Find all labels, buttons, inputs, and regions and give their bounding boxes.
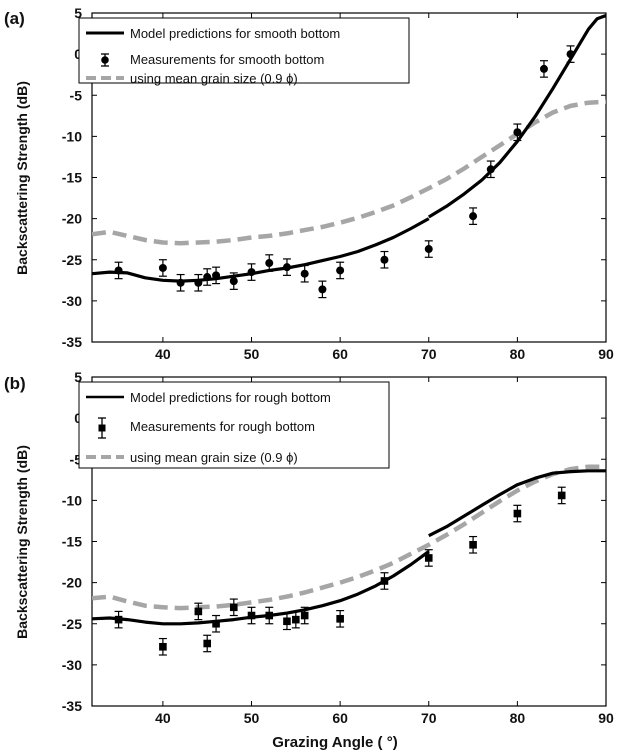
- panel-b-data-point: [247, 611, 256, 620]
- panel-b-series-group: [92, 464, 606, 656]
- panel-a-ytick-label: -5: [70, 87, 83, 103]
- panel-b-data-point: [265, 611, 274, 620]
- panel-a-ylabel: Backscattering Strength (dB): [14, 81, 30, 275]
- panel-a-ytick-label: -35: [62, 334, 82, 350]
- x-axis-label: Grazing Angle ( °): [272, 734, 397, 751]
- panel-b-data-point: [557, 491, 566, 500]
- panel-b-data-point: [513, 509, 522, 518]
- panel-a-data-point: [114, 266, 123, 275]
- panel-a-legend-measure: Measurements for smooth bottom: [130, 52, 324, 67]
- panel-b-data-point: [159, 642, 167, 651]
- panel-a-data-point: [380, 255, 389, 264]
- panel-a-data-point: [318, 285, 327, 294]
- panel-b-ytick-label: -35: [62, 698, 82, 714]
- panel-b-data-point: [194, 607, 203, 616]
- panel-b-xtick-label: 40: [155, 710, 171, 726]
- panel-b-legend-measure: Measurements for rough bottom: [130, 419, 315, 434]
- panel-b-legend-grain: using mean grain size (0.9 ϕ): [130, 450, 298, 465]
- panel-b-ytick-label: -30: [62, 657, 82, 673]
- panel-b-data-point: [203, 639, 212, 648]
- panel-a-data-point: [469, 212, 478, 221]
- panel-b-label: (b): [4, 374, 26, 393]
- panel-a-data-point: [424, 245, 433, 254]
- panel-b-grain-size-line: [92, 464, 606, 611]
- panel-b-model-line: [428, 469, 606, 538]
- panel-a-plot-area: -35 -30 -25 -20 -15 -10 -5 0 5 40 50 60 70 80 90: [62, 5, 614, 362]
- panel-b-xtick-label: 80: [510, 710, 526, 726]
- panel-a-data-point: [176, 278, 185, 287]
- panel-a-xtick-label: 50: [244, 346, 260, 362]
- panel-a-model-line: [427, 13, 606, 219]
- panel-a-data-point: [247, 268, 256, 277]
- panel-a: (a) Backscattering Strength (dB) -35-30-…: [4, 5, 614, 362]
- panel-b-xtick-label: 50: [244, 710, 260, 726]
- panel-a-data-point: [158, 263, 167, 272]
- panel-b-data-point: [336, 615, 344, 623]
- panel-a-ytick-label: -10: [62, 128, 82, 144]
- panel-b-ytick-label: -20: [62, 575, 82, 591]
- panel-a-data-point: [336, 266, 345, 275]
- panel-b-model-line: [92, 550, 430, 626]
- panel-b-ylabel: Backscattering Strength (dB): [14, 445, 30, 639]
- panel-a-ytick-label: 0: [74, 46, 82, 62]
- panel-a-ytick-label: -20: [62, 211, 82, 227]
- panel-a-xtick-label: 40: [155, 346, 171, 362]
- panel-b-data-point: [380, 577, 389, 585]
- panel-b-ytick-label: -15: [62, 534, 82, 550]
- panel-a-data-point: [566, 50, 575, 59]
- panel-a-ytick-label: -25: [62, 252, 82, 268]
- panel-a-data-point: [212, 271, 221, 280]
- panel-a-data-point: [513, 128, 522, 137]
- panel-b-xtick-label: 90: [598, 710, 614, 726]
- panel-a-xtick-label: 60: [332, 346, 348, 362]
- panel-b-ytick-label: 0: [74, 410, 82, 426]
- panel-a-data-point: [282, 263, 291, 272]
- panel-a-legend: Model predictions for smooth bottom Meas…: [78, 17, 410, 86]
- panel-b-data-point: [229, 603, 238, 612]
- panel-b-data-point: [469, 540, 477, 549]
- panel-b-data-point: [300, 611, 309, 620]
- panel-a-data-point: [486, 165, 495, 174]
- panel-a-ytick-label: -15: [62, 170, 82, 186]
- panel-b-xtick-label: 70: [421, 710, 437, 726]
- panel-b-legend: Model predictions for rough bottom Measu…: [78, 381, 390, 469]
- panel-b-xtick-label: 60: [332, 710, 348, 726]
- panel-a-data-point: [203, 273, 212, 282]
- panel-a-data-point: [300, 269, 309, 278]
- panel-a-data-point: [194, 278, 203, 287]
- panel-a-xtick-label: 70: [421, 346, 437, 362]
- panel-a-legend-grain: using mean grain size (0.9 ϕ): [130, 71, 298, 86]
- panel-b-data-point: [212, 619, 220, 628]
- panel-b-ytick-label: 5: [74, 369, 82, 385]
- panel-a-ytick-label: 5: [74, 5, 82, 21]
- panel-b-legend-model: Model predictions for rough bottom: [130, 390, 331, 405]
- panel-a-data-point: [539, 64, 548, 73]
- panel-a-data-point: [265, 259, 274, 268]
- panel-b-data-point: [114, 615, 123, 624]
- panel-b-legend-box: [78, 381, 390, 469]
- panel-b-legend-measure-marker: [98, 424, 106, 432]
- panel-a-legend-measure-marker: [101, 56, 109, 64]
- panel-a-model-line: [92, 217, 430, 283]
- panel-a-data-point: [229, 277, 238, 286]
- panel-b-data-point: [283, 617, 291, 626]
- panel-b-data-point: [292, 615, 300, 624]
- panel-a-label: (a): [4, 9, 25, 28]
- panel-b-ytick-label: -10: [62, 492, 82, 508]
- panel-a-ytick-label: -30: [62, 293, 82, 309]
- panel-b-ytick-label: -25: [62, 616, 82, 632]
- panel-a-legend-box: [78, 17, 410, 84]
- panel-b: (b) Backscattering Strength (dB) -35 -30 -…: [4, 369, 614, 726]
- panel-b-data-point: [424, 554, 433, 562]
- panel-a-xtick-label: 90: [598, 346, 614, 362]
- panel-a-series-group: [92, 13, 606, 299]
- panel-a-xtick-label: 80: [510, 346, 526, 362]
- panel-a-legend-model: Model predictions for smooth bottom: [130, 26, 340, 41]
